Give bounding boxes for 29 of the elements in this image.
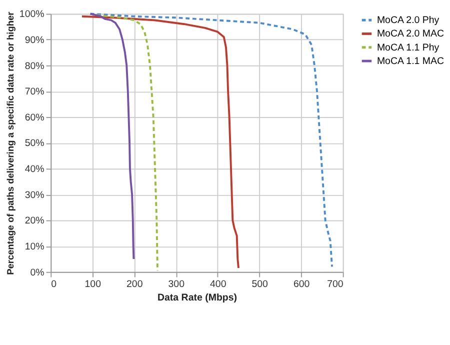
x-tick-label: 200 xyxy=(126,278,144,290)
y-tick-label: 80% xyxy=(24,60,45,72)
y-tick-label: 40% xyxy=(24,164,45,176)
x-tick-label: 0 xyxy=(51,278,58,290)
legend-label: MoCA 2.0 Phy xyxy=(376,15,440,26)
line-series xyxy=(80,15,240,269)
x-tick-label: 700 xyxy=(327,278,344,290)
legend-label: MoCA 1.1 MAC xyxy=(376,56,444,67)
x-tick-label: 600 xyxy=(293,278,310,290)
y-tick-label: 70% xyxy=(24,86,45,98)
legend-label: MoCA 2.0 MAC xyxy=(376,28,444,40)
y-tick-label: 90% xyxy=(24,35,45,46)
y-axis-title: Percentage of paths delivering a specific data rate or higher xyxy=(6,11,16,275)
y-tick-label: 60% xyxy=(24,112,45,124)
x-tick-label: 400 xyxy=(210,278,227,290)
x-tick-label: 300 xyxy=(168,278,186,290)
line-series xyxy=(96,14,158,272)
line-series xyxy=(89,12,333,268)
y-tick-label: 0% xyxy=(30,267,45,278)
y-tick-label: 100% xyxy=(19,9,45,20)
x-axis-title: Data Rate (Mbps) xyxy=(157,292,237,304)
y-tick-label: 50% xyxy=(24,138,45,150)
x-tick-label: 100 xyxy=(84,278,102,290)
y-tick-label: 20% xyxy=(24,216,45,227)
line-series xyxy=(89,12,135,260)
y-tick-label: 30% xyxy=(24,190,45,201)
legend-label: MoCA 1.1 Phy xyxy=(376,42,440,54)
y-tick-label: 10% xyxy=(24,241,45,252)
x-tick-label: 500 xyxy=(252,278,269,290)
